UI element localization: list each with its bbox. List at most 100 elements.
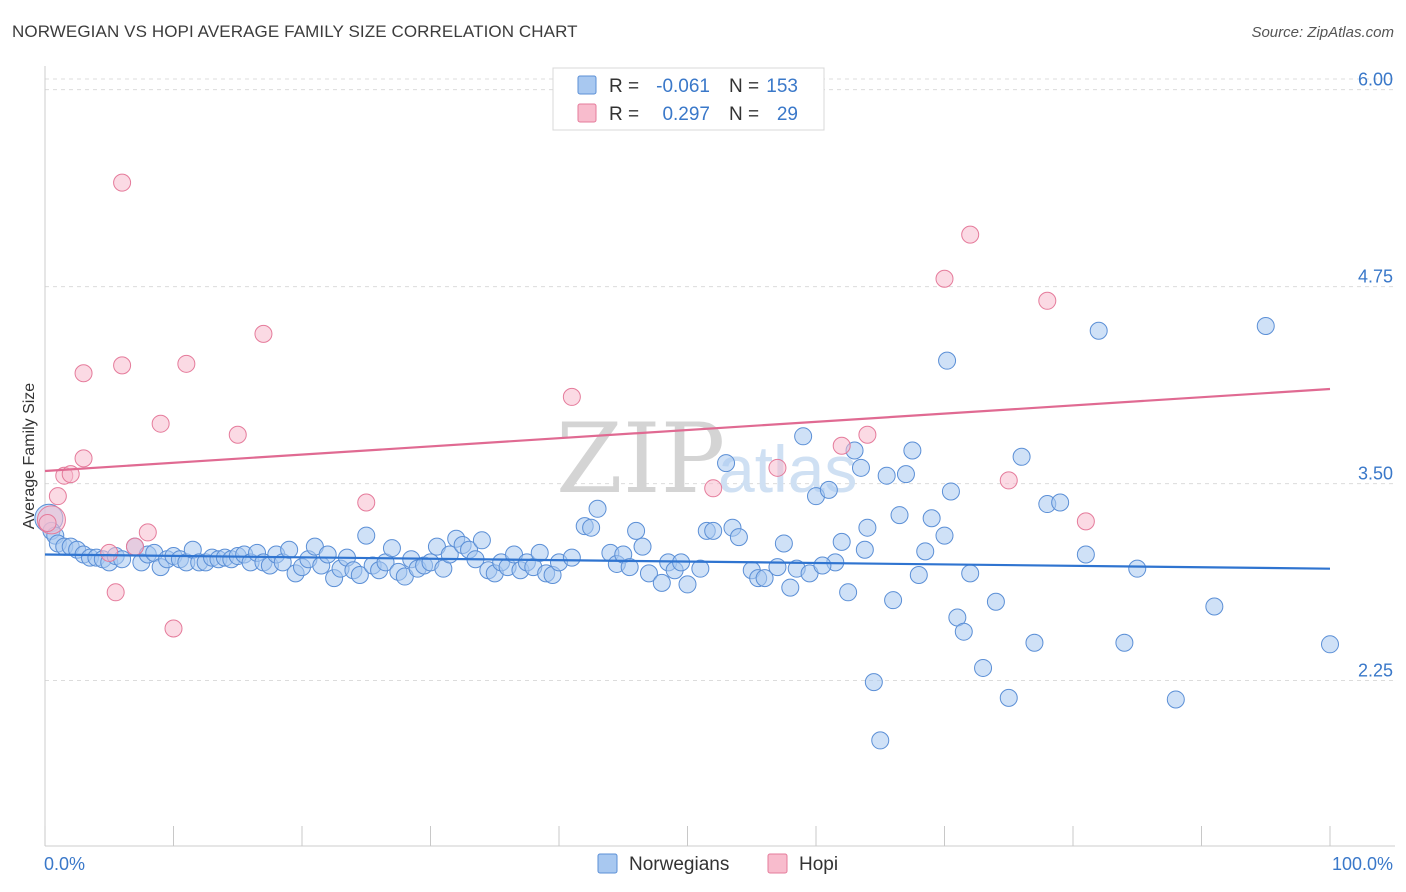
point-norwegians [864, 673, 883, 692]
point-hopi [177, 354, 196, 373]
point-hopi [74, 449, 93, 468]
point-hopi [357, 493, 376, 512]
point-norwegians [472, 531, 491, 550]
point-hopi [935, 269, 954, 288]
point-norwegians [986, 592, 1005, 611]
point-hopi [38, 513, 57, 532]
point-hopi [254, 324, 273, 343]
point-norwegians [903, 441, 922, 460]
point-norwegians [794, 427, 813, 446]
point-hopi [151, 414, 170, 433]
y-tick-label: 6.00 [1358, 70, 1393, 90]
point-hopi [125, 537, 144, 556]
watermark-zip: ZIP [556, 403, 725, 515]
point-norwegians [627, 521, 646, 540]
legend-label-norwegians: Norwegians [629, 854, 729, 875]
x-tick-label-max: 100.0% [1332, 854, 1393, 874]
y-tick-labels: 2.25 3.50 4.75 6.00 [1358, 70, 1393, 681]
point-norwegians [999, 688, 1018, 707]
point-hopi [1076, 512, 1095, 531]
point-norwegians [582, 518, 601, 537]
point-norwegians [280, 540, 299, 559]
stats-legend: R = -0.061 N = 153 R = 0.297 N = 29 [552, 67, 825, 131]
point-norwegians [839, 583, 858, 602]
stats-n-label: N = [729, 104, 759, 125]
stats-swatch-norwegians [577, 75, 597, 95]
y-tick-label: 3.50 [1358, 464, 1393, 484]
stats-legend-box [552, 67, 825, 131]
chart-title: NORWEGIAN VS HOPI AVERAGE FAMILY SIZE CO… [12, 22, 578, 41]
point-norwegians [678, 575, 697, 594]
point-norwegians [1076, 545, 1095, 564]
point-hopi [74, 364, 93, 383]
point-norwegians [941, 482, 960, 501]
y-tick-label: 2.25 [1358, 661, 1393, 681]
point-hopi [113, 356, 132, 375]
point-norwegians [1051, 493, 1070, 512]
y-axis-label: Average Family Size [21, 383, 38, 530]
stats-n-label: N = [729, 76, 759, 97]
point-hopi [768, 458, 787, 477]
gridlines [45, 78, 1395, 682]
point-norwegians [633, 537, 652, 556]
legend-swatch-hopi [767, 853, 788, 874]
point-norwegians [916, 542, 935, 561]
stats-r-value: 0.297 [662, 104, 710, 125]
point-norwegians [819, 480, 838, 499]
point-hopi [562, 387, 581, 406]
point-norwegians [858, 518, 877, 537]
point-norwegians [938, 351, 957, 370]
point-norwegians [318, 545, 337, 564]
point-hopi [138, 523, 157, 542]
point-norwegians [1256, 317, 1275, 335]
point-hopi [999, 471, 1018, 490]
trend-line-norwegians [44, 553, 1331, 570]
point-norwegians [350, 565, 369, 584]
point-hopi [48, 487, 67, 506]
y-tick-label: 4.75 [1358, 267, 1393, 287]
legend-label-hopi: Hopi [799, 854, 838, 875]
stats-row-norwegians: R = -0.061 N = 153 [577, 75, 798, 97]
point-norwegians [774, 534, 793, 553]
stats-row-hopi: R = 0.297 N = 29 [577, 103, 798, 125]
point-hopi [106, 583, 125, 602]
point-norwegians [704, 521, 723, 540]
point-norwegians [588, 499, 607, 518]
point-norwegians [871, 731, 890, 750]
x-tick-labels: 0.0% 100.0% [44, 854, 1393, 874]
point-norwegians [729, 528, 748, 547]
stats-n-value: 153 [766, 76, 798, 97]
point-norwegians [620, 558, 639, 577]
point-norwegians [1166, 690, 1185, 709]
stats-n-value: 29 [777, 104, 798, 125]
point-norwegians [357, 526, 376, 545]
point-norwegians [717, 454, 736, 473]
point-norwegians [781, 578, 800, 597]
trend-lines [44, 387, 1331, 570]
point-norwegians [851, 458, 870, 477]
point-norwegians [832, 532, 851, 551]
point-norwegians [884, 591, 903, 610]
point-norwegians [855, 540, 874, 559]
point-norwegians [961, 564, 980, 583]
point-hopi [961, 225, 980, 244]
stats-r-value: -0.061 [656, 76, 710, 97]
point-norwegians [639, 564, 658, 583]
point-norwegians [755, 569, 774, 588]
point-hopi [1038, 291, 1057, 310]
point-norwegians [974, 658, 993, 677]
stats-swatch-hopi [577, 103, 597, 123]
point-norwegians [1321, 635, 1339, 654]
point-norwegians [1115, 633, 1134, 652]
point-norwegians [935, 526, 954, 545]
point-norwegians [1128, 559, 1147, 578]
point-norwegians [768, 558, 787, 577]
point-norwegians [896, 465, 915, 484]
point-norwegians [562, 548, 581, 567]
point-norwegians [890, 506, 909, 525]
source-label: Source: ZipAtlas.com [1251, 24, 1394, 41]
point-norwegians [922, 509, 941, 528]
point-norwegians [691, 559, 710, 578]
point-hopi [832, 436, 851, 455]
